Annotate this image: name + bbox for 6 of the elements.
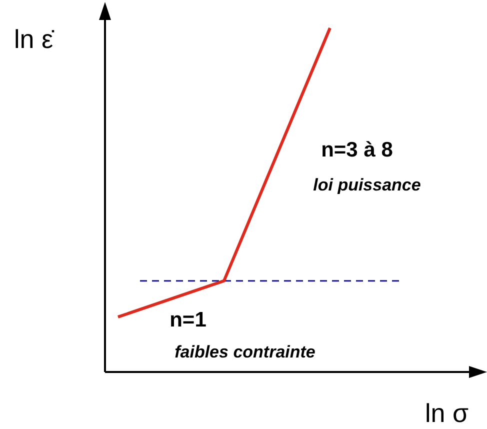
y-axis-title: ln ε̇ — [14, 24, 56, 54]
x-axis-title: ln σ — [425, 398, 469, 428]
annotation: faibles contrainte — [174, 342, 316, 362]
annotation: loi puissance — [313, 175, 421, 194]
annotation: n=1 — [170, 308, 207, 332]
annotation: n=3 à 8 — [321, 138, 394, 162]
